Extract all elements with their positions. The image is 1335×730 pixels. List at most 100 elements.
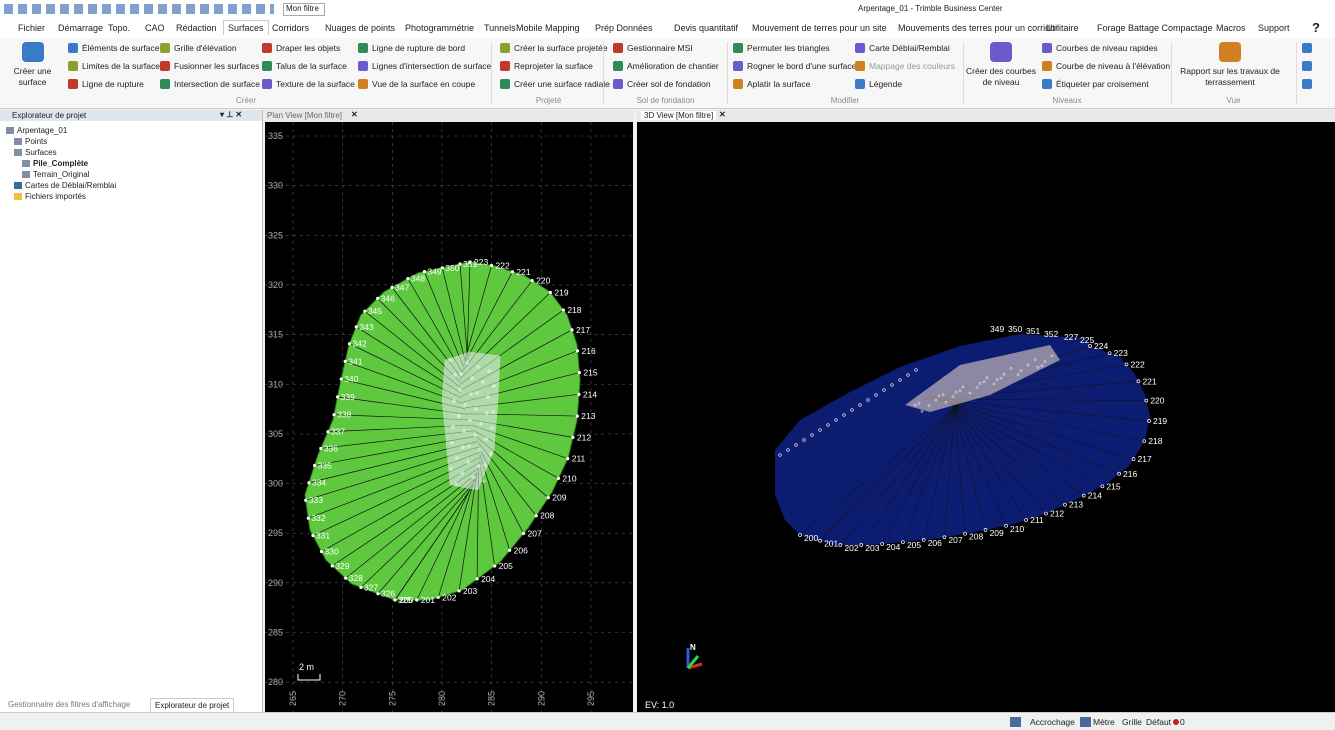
ribbon-button[interactable]: Intersection de surface [174,79,260,89]
view-tab[interactable]: 3D View [Mon filtre] [641,111,717,120]
survey-point [376,592,380,596]
ribbon-button[interactable]: Permuter les triangles [747,43,830,53]
tree-item[interactable]: Points [25,137,48,146]
menu-tab[interactable]: Mouvement de terres pour un site [752,23,887,33]
menu-tab[interactable]: Nuages de points [325,23,396,33]
ribbon-big-button[interactable]: Créer une surface [13,66,52,87]
ribbon-button[interactable]: Ligne de rupture de bord [372,43,466,53]
menu-tab[interactable]: Démarrage [58,23,104,33]
triangle-edge [902,395,960,543]
ribbon-button[interactable]: Aplatir la surface [747,79,811,89]
menu-tab[interactable]: Mobile Mapping [516,23,580,33]
menu-tab[interactable]: Prép Données [595,23,653,33]
ribbon-button[interactable]: Légende [869,79,903,89]
y-tick-label: 310 [268,379,283,389]
menu-tab[interactable]: Fichier [18,23,46,33]
ribbon-button[interactable]: Éléments de surface [82,43,160,53]
menu-tab[interactable]: Utilitaire [1046,23,1079,33]
point-label: 207 [528,528,542,538]
ribbon-button[interactable]: Lignes d'intersection de surface [372,61,492,71]
bottom-tab[interactable]: Explorateur de projet [150,698,235,713]
ribbon-button[interactable]: Ligne de rupture [82,79,144,89]
point-label: 212 [1050,509,1064,519]
ridge-point [454,482,458,486]
status-item[interactable]: Grille [1122,717,1142,727]
tree-item[interactable]: Fichiers importés [25,192,86,201]
survey-point [510,270,514,274]
menu-tab[interactable]: Photogrammétrie [405,23,475,33]
ribbon-button[interactable]: Courbes de niveau rapides [1056,43,1158,53]
ridge-point [484,437,488,441]
ribbon-button[interactable]: Talus de la surface [276,61,347,71]
ribbon-button[interactable]: Draper les objets [276,43,341,53]
survey-point [963,531,967,536]
tree-item[interactable]: Arpentage_01 [17,126,68,135]
menu-tab[interactable]: Topo. [108,23,131,33]
ribbon-icon [613,79,623,89]
point-label: 334 [312,478,326,488]
survey-point [859,543,864,547]
triangle-edge [946,397,1027,521]
tree-item[interactable]: Pile_Complète [33,159,89,168]
ribbon-button[interactable]: Rogner le bord d'une surface [747,61,857,71]
tree-item[interactable]: Surfaces [25,148,57,157]
ribbon-button[interactable]: Vue de la surface en coupe [372,79,476,89]
ribbon-button[interactable]: Reprojeter la surface [514,61,593,71]
ribbon-big-button[interactable]: Rapport sur les travaux de terrassement [1180,66,1280,87]
menu-tab[interactable]: Corridors [272,23,310,33]
menu-tab[interactable]: Tunnels [484,23,516,33]
menu-tab[interactable]: Devis quantitatif [674,23,739,33]
status-item[interactable]: Accrochage [1030,717,1075,727]
ridge-point [1050,354,1054,358]
point-label: 225 [1080,335,1094,345]
survey-point [834,418,838,422]
point-label: 214 [583,389,597,399]
ribbon-button[interactable]: Fusionner les surfaces [174,61,260,71]
bottom-tab[interactable]: Gestionnaire des filtres d'affichage [8,700,131,709]
ribbon-small-icon[interactable] [1302,43,1312,53]
ribbon-button[interactable]: Texture de la surface [276,79,355,89]
status-item[interactable]: Défaut [1146,717,1172,727]
ribbon-button[interactable]: Carte Déblai/Remblai [869,43,950,53]
tree-item[interactable]: Terrain_Original [33,170,90,179]
ribbon-button[interactable]: Gestionnaire MSI [627,43,693,53]
status-icon[interactable] [1080,717,1091,727]
triangle-edge [936,398,1120,475]
menu-tab[interactable]: Forage Battage Compactage [1097,23,1213,33]
ribbon-big-button[interactable]: Créer des courbes de niveau [966,66,1036,87]
survey-point [921,538,926,542]
menu-tab[interactable]: Rédaction [176,23,217,33]
ribbon-small-icon[interactable] [1302,61,1312,71]
ribbon-button[interactable]: Grille d'élévation [174,43,237,53]
status-item[interactable]: 0 [1180,717,1185,727]
menu-tab[interactable]: Macros [1216,23,1246,33]
point-label: 204 [886,542,900,552]
x-tick-label: 265 [288,691,298,706]
ribbon-button[interactable]: Courbe de niveau à l'élévation [1056,61,1171,71]
survey-point [319,446,323,451]
ribbon-button[interactable]: Étiqueter par croisement [1056,79,1149,89]
help-icon[interactable]: ? [1312,20,1320,35]
ribbon-small-icon[interactable] [1302,79,1312,89]
tab-close[interactable]: ✕ [351,110,358,119]
ribbon-button[interactable]: Créer sol de fondation [627,79,711,89]
ribbon-button[interactable]: Amélioration de chantier [627,61,719,71]
tab-close[interactable]: ✕ [719,110,726,119]
ribbon-icon [160,43,170,53]
ribbon-button[interactable]: Limites de la surface [82,61,160,71]
plan-view: 335 330 325 320 315 310 305 300 295 290 285 280 265 2… [265,122,633,712]
status-item[interactable]: Mètre [1093,717,1115,727]
panel-controls[interactable]: ▾ ⊥ ✕ [220,110,243,119]
menu-tab[interactable]: CAO [145,23,165,33]
tree-item[interactable]: Cartes de Déblai/Remblai [25,181,117,190]
survey-point [786,448,790,452]
status-icon[interactable] [1010,717,1021,727]
view-tab[interactable]: Plan View [Mon filtre] [267,111,342,120]
ribbon-button[interactable]: Créer la surface projetée [514,43,608,53]
ribbon-button[interactable]: Créer une surface radiale [514,79,610,89]
menu-tab[interactable]: Support [1258,23,1290,33]
ridge-point [455,456,459,460]
menu-tab[interactable]: Surfaces [223,20,269,35]
filter-box[interactable]: Mon filtre [283,3,325,16]
menu-tab[interactable]: Mouvements des terres pour un corridor [898,23,1059,33]
